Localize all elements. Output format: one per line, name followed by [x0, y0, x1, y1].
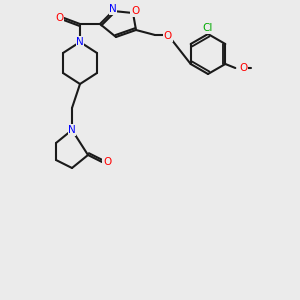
Text: N: N — [76, 37, 84, 47]
Text: O: O — [131, 6, 139, 16]
Text: N: N — [68, 125, 76, 135]
Text: N: N — [109, 4, 117, 14]
Text: Cl: Cl — [203, 23, 213, 33]
Text: O: O — [55, 13, 63, 23]
Text: O: O — [103, 157, 111, 167]
Text: O: O — [164, 31, 172, 41]
Text: O: O — [239, 63, 248, 73]
